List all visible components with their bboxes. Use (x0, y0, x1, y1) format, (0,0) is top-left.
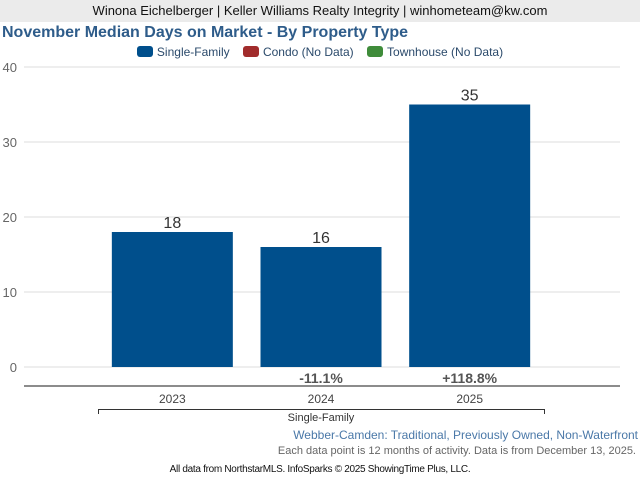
bars (111, 104, 531, 368)
bar-2024[interactable] (260, 247, 382, 367)
bar-2025[interactable] (409, 104, 531, 368)
y-tick-label: 0 (10, 360, 17, 375)
legend-label: Single-Family (156, 45, 230, 59)
area-filter-note: Webber-Camden: Traditional, Previously O… (293, 428, 638, 442)
x-tick-label: 2024 (308, 392, 335, 406)
data-label: 16 (312, 230, 330, 247)
y-tick-label: 30 (3, 135, 17, 150)
legend-label: Townhouse (No Data) (387, 45, 504, 59)
chart-title: November Median Days on Market - By Prop… (2, 24, 409, 41)
group-bracket (98, 409, 545, 414)
footer-credit: All data from NorthstarMLS. InfoSparks ©… (169, 464, 471, 475)
percent-change-label: +118.8% (442, 370, 497, 386)
percent-change-label: -11.1% (299, 370, 343, 386)
percent-change-labels: -11.1% +118.8% (299, 370, 497, 386)
y-tick-label: 40 (3, 60, 17, 75)
legend-item-condo[interactable]: Condo (No Data) (242, 45, 354, 59)
agent-header: Winona Eichelberger | Keller Williams Re… (0, 0, 640, 22)
legend-swatch-condo (242, 46, 259, 57)
x-tick-label: 2025 (456, 392, 483, 406)
y-tick-label: 20 (3, 210, 17, 225)
data-label: 18 (163, 215, 181, 232)
legend-label: Condo (No Data) (262, 45, 354, 59)
y-axis-ticks: 0 10 20 30 40 (3, 60, 17, 375)
x-axis-ticks: 2023 2024 2025 (159, 392, 483, 406)
legend-swatch-single-family (136, 46, 153, 57)
data-labels: 18 16 35 (163, 88, 478, 248)
group-label: Single-Family (288, 412, 355, 424)
chart-legend: Single-Family Condo (No Data) Townhouse … (0, 45, 640, 59)
data-label: 35 (461, 88, 479, 105)
legend-swatch-townhouse (367, 46, 384, 57)
data-note: Each data point is 12 months of activity… (277, 445, 636, 457)
y-tick-label: 10 (3, 285, 17, 300)
bar-2023[interactable] (111, 232, 233, 367)
legend-item-townhouse[interactable]: Townhouse (No Data) (367, 45, 503, 59)
x-tick-label: 2023 (159, 392, 186, 406)
legend-item-single-family[interactable]: Single-Family (136, 45, 230, 59)
